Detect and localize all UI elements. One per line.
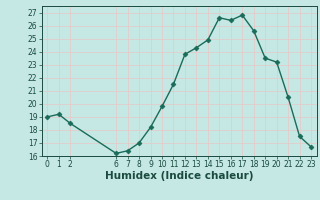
X-axis label: Humidex (Indice chaleur): Humidex (Indice chaleur) bbox=[105, 171, 253, 181]
